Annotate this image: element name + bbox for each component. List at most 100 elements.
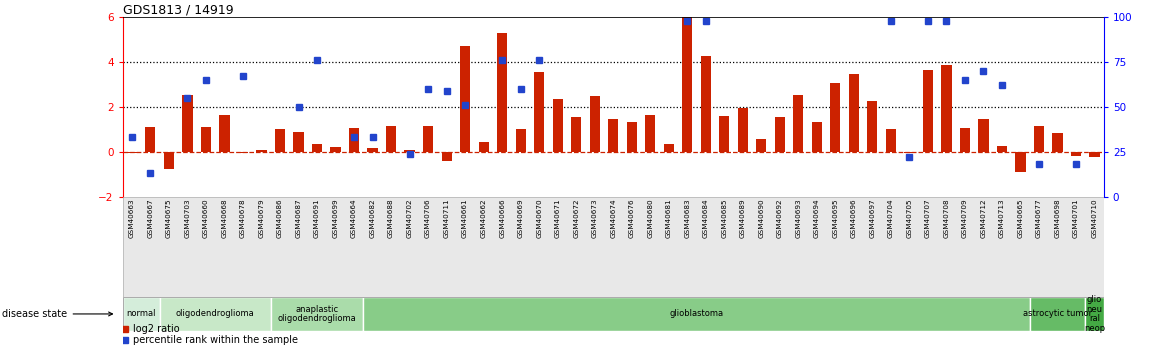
Text: GSM40692: GSM40692 bbox=[777, 199, 783, 238]
Text: GSM40678: GSM40678 bbox=[239, 199, 246, 238]
Text: GSM40688: GSM40688 bbox=[388, 199, 394, 238]
Text: log2 ratio: log2 ratio bbox=[133, 325, 180, 334]
Bar bbox=[849, 75, 858, 152]
Text: GSM40682: GSM40682 bbox=[369, 199, 376, 238]
Text: GSM40673: GSM40673 bbox=[592, 199, 598, 238]
Text: GSM40674: GSM40674 bbox=[610, 199, 617, 238]
Bar bbox=[160, 297, 271, 331]
Text: glio
neu
ral
neop: glio neu ral neop bbox=[1084, 295, 1105, 333]
Text: GSM40672: GSM40672 bbox=[573, 199, 579, 238]
Bar bbox=[923, 70, 933, 152]
Bar bbox=[442, 152, 452, 161]
Text: GDS1813 / 14919: GDS1813 / 14919 bbox=[123, 3, 234, 16]
Text: GSM40703: GSM40703 bbox=[185, 199, 190, 238]
Text: GSM40694: GSM40694 bbox=[814, 199, 820, 238]
Bar bbox=[1052, 133, 1063, 152]
Bar bbox=[609, 119, 618, 152]
Text: GSM40671: GSM40671 bbox=[555, 199, 561, 238]
Bar bbox=[756, 139, 766, 152]
Bar bbox=[385, 126, 396, 152]
Text: GSM40686: GSM40686 bbox=[277, 199, 283, 238]
Text: GSM40670: GSM40670 bbox=[536, 199, 542, 238]
Bar bbox=[534, 72, 544, 152]
Text: GSM40713: GSM40713 bbox=[999, 199, 1004, 238]
Text: GSM40677: GSM40677 bbox=[1036, 199, 1042, 238]
Bar bbox=[830, 83, 841, 152]
Bar bbox=[682, 17, 693, 152]
Text: GSM40684: GSM40684 bbox=[703, 199, 709, 238]
Bar bbox=[123, 297, 160, 331]
Bar bbox=[498, 33, 507, 152]
Text: GSM40680: GSM40680 bbox=[647, 199, 653, 238]
Bar bbox=[331, 147, 341, 152]
Bar bbox=[1030, 297, 1085, 331]
Text: GSM40702: GSM40702 bbox=[406, 199, 412, 238]
Text: GSM40676: GSM40676 bbox=[628, 199, 634, 238]
Bar bbox=[127, 152, 137, 153]
Bar bbox=[774, 117, 785, 152]
Bar bbox=[1034, 126, 1044, 152]
Text: GSM40685: GSM40685 bbox=[722, 199, 728, 238]
Text: GSM40665: GSM40665 bbox=[1017, 199, 1023, 238]
Text: GSM40711: GSM40711 bbox=[444, 199, 450, 238]
Bar bbox=[960, 128, 969, 152]
Text: GSM40664: GSM40664 bbox=[352, 199, 357, 238]
Text: GSM40661: GSM40661 bbox=[463, 199, 468, 238]
Bar bbox=[293, 132, 304, 152]
Bar bbox=[738, 108, 748, 152]
Bar bbox=[1085, 297, 1104, 331]
Bar bbox=[868, 101, 877, 152]
Text: GSM40706: GSM40706 bbox=[425, 199, 431, 238]
Bar bbox=[368, 148, 377, 152]
Bar bbox=[271, 297, 363, 331]
Bar bbox=[479, 142, 488, 152]
Text: oligodendroglioma: oligodendroglioma bbox=[176, 309, 255, 318]
Text: normal: normal bbox=[126, 309, 155, 318]
Text: glioblastoma: glioblastoma bbox=[669, 309, 723, 318]
Text: GSM40690: GSM40690 bbox=[758, 199, 764, 238]
Bar bbox=[460, 47, 471, 152]
Bar bbox=[663, 144, 674, 152]
Text: GSM40707: GSM40707 bbox=[925, 199, 931, 238]
Text: GSM40689: GSM40689 bbox=[739, 199, 746, 238]
Bar bbox=[626, 121, 637, 152]
Bar bbox=[979, 119, 988, 152]
Text: GSM40675: GSM40675 bbox=[166, 199, 172, 238]
Bar bbox=[1090, 152, 1099, 157]
Text: GSM40699: GSM40699 bbox=[333, 199, 339, 238]
Text: GSM40712: GSM40712 bbox=[980, 199, 987, 238]
Text: percentile rank within the sample: percentile rank within the sample bbox=[133, 335, 298, 345]
Bar bbox=[238, 152, 248, 153]
Text: GSM40704: GSM40704 bbox=[888, 199, 894, 238]
Bar bbox=[363, 297, 1030, 331]
Bar bbox=[996, 146, 1007, 152]
Bar bbox=[201, 127, 211, 152]
Bar bbox=[1071, 152, 1082, 156]
Text: GSM40693: GSM40693 bbox=[795, 199, 801, 238]
Text: GSM40669: GSM40669 bbox=[517, 199, 523, 238]
Bar bbox=[719, 116, 729, 152]
Text: GSM40660: GSM40660 bbox=[203, 199, 209, 238]
Text: GSM40695: GSM40695 bbox=[833, 199, 839, 238]
Bar bbox=[552, 99, 563, 152]
Bar bbox=[885, 129, 896, 152]
Text: GSM40708: GSM40708 bbox=[944, 199, 950, 238]
Text: disease state: disease state bbox=[2, 309, 112, 319]
Bar bbox=[423, 126, 433, 152]
Bar bbox=[404, 150, 415, 152]
Text: GSM40691: GSM40691 bbox=[314, 199, 320, 238]
Text: GSM40662: GSM40662 bbox=[480, 199, 487, 238]
Bar bbox=[220, 115, 230, 152]
Bar bbox=[571, 117, 582, 152]
Text: GSM40697: GSM40697 bbox=[869, 199, 875, 238]
Bar bbox=[812, 121, 822, 152]
FancyBboxPatch shape bbox=[123, 197, 1104, 300]
Text: GSM40698: GSM40698 bbox=[1055, 199, 1061, 238]
Bar bbox=[515, 129, 526, 152]
Text: GSM40666: GSM40666 bbox=[499, 199, 505, 238]
Bar bbox=[1015, 152, 1026, 172]
Bar bbox=[182, 95, 193, 152]
Bar bbox=[274, 129, 285, 152]
Bar bbox=[793, 95, 804, 152]
Text: GSM40667: GSM40667 bbox=[147, 199, 153, 238]
